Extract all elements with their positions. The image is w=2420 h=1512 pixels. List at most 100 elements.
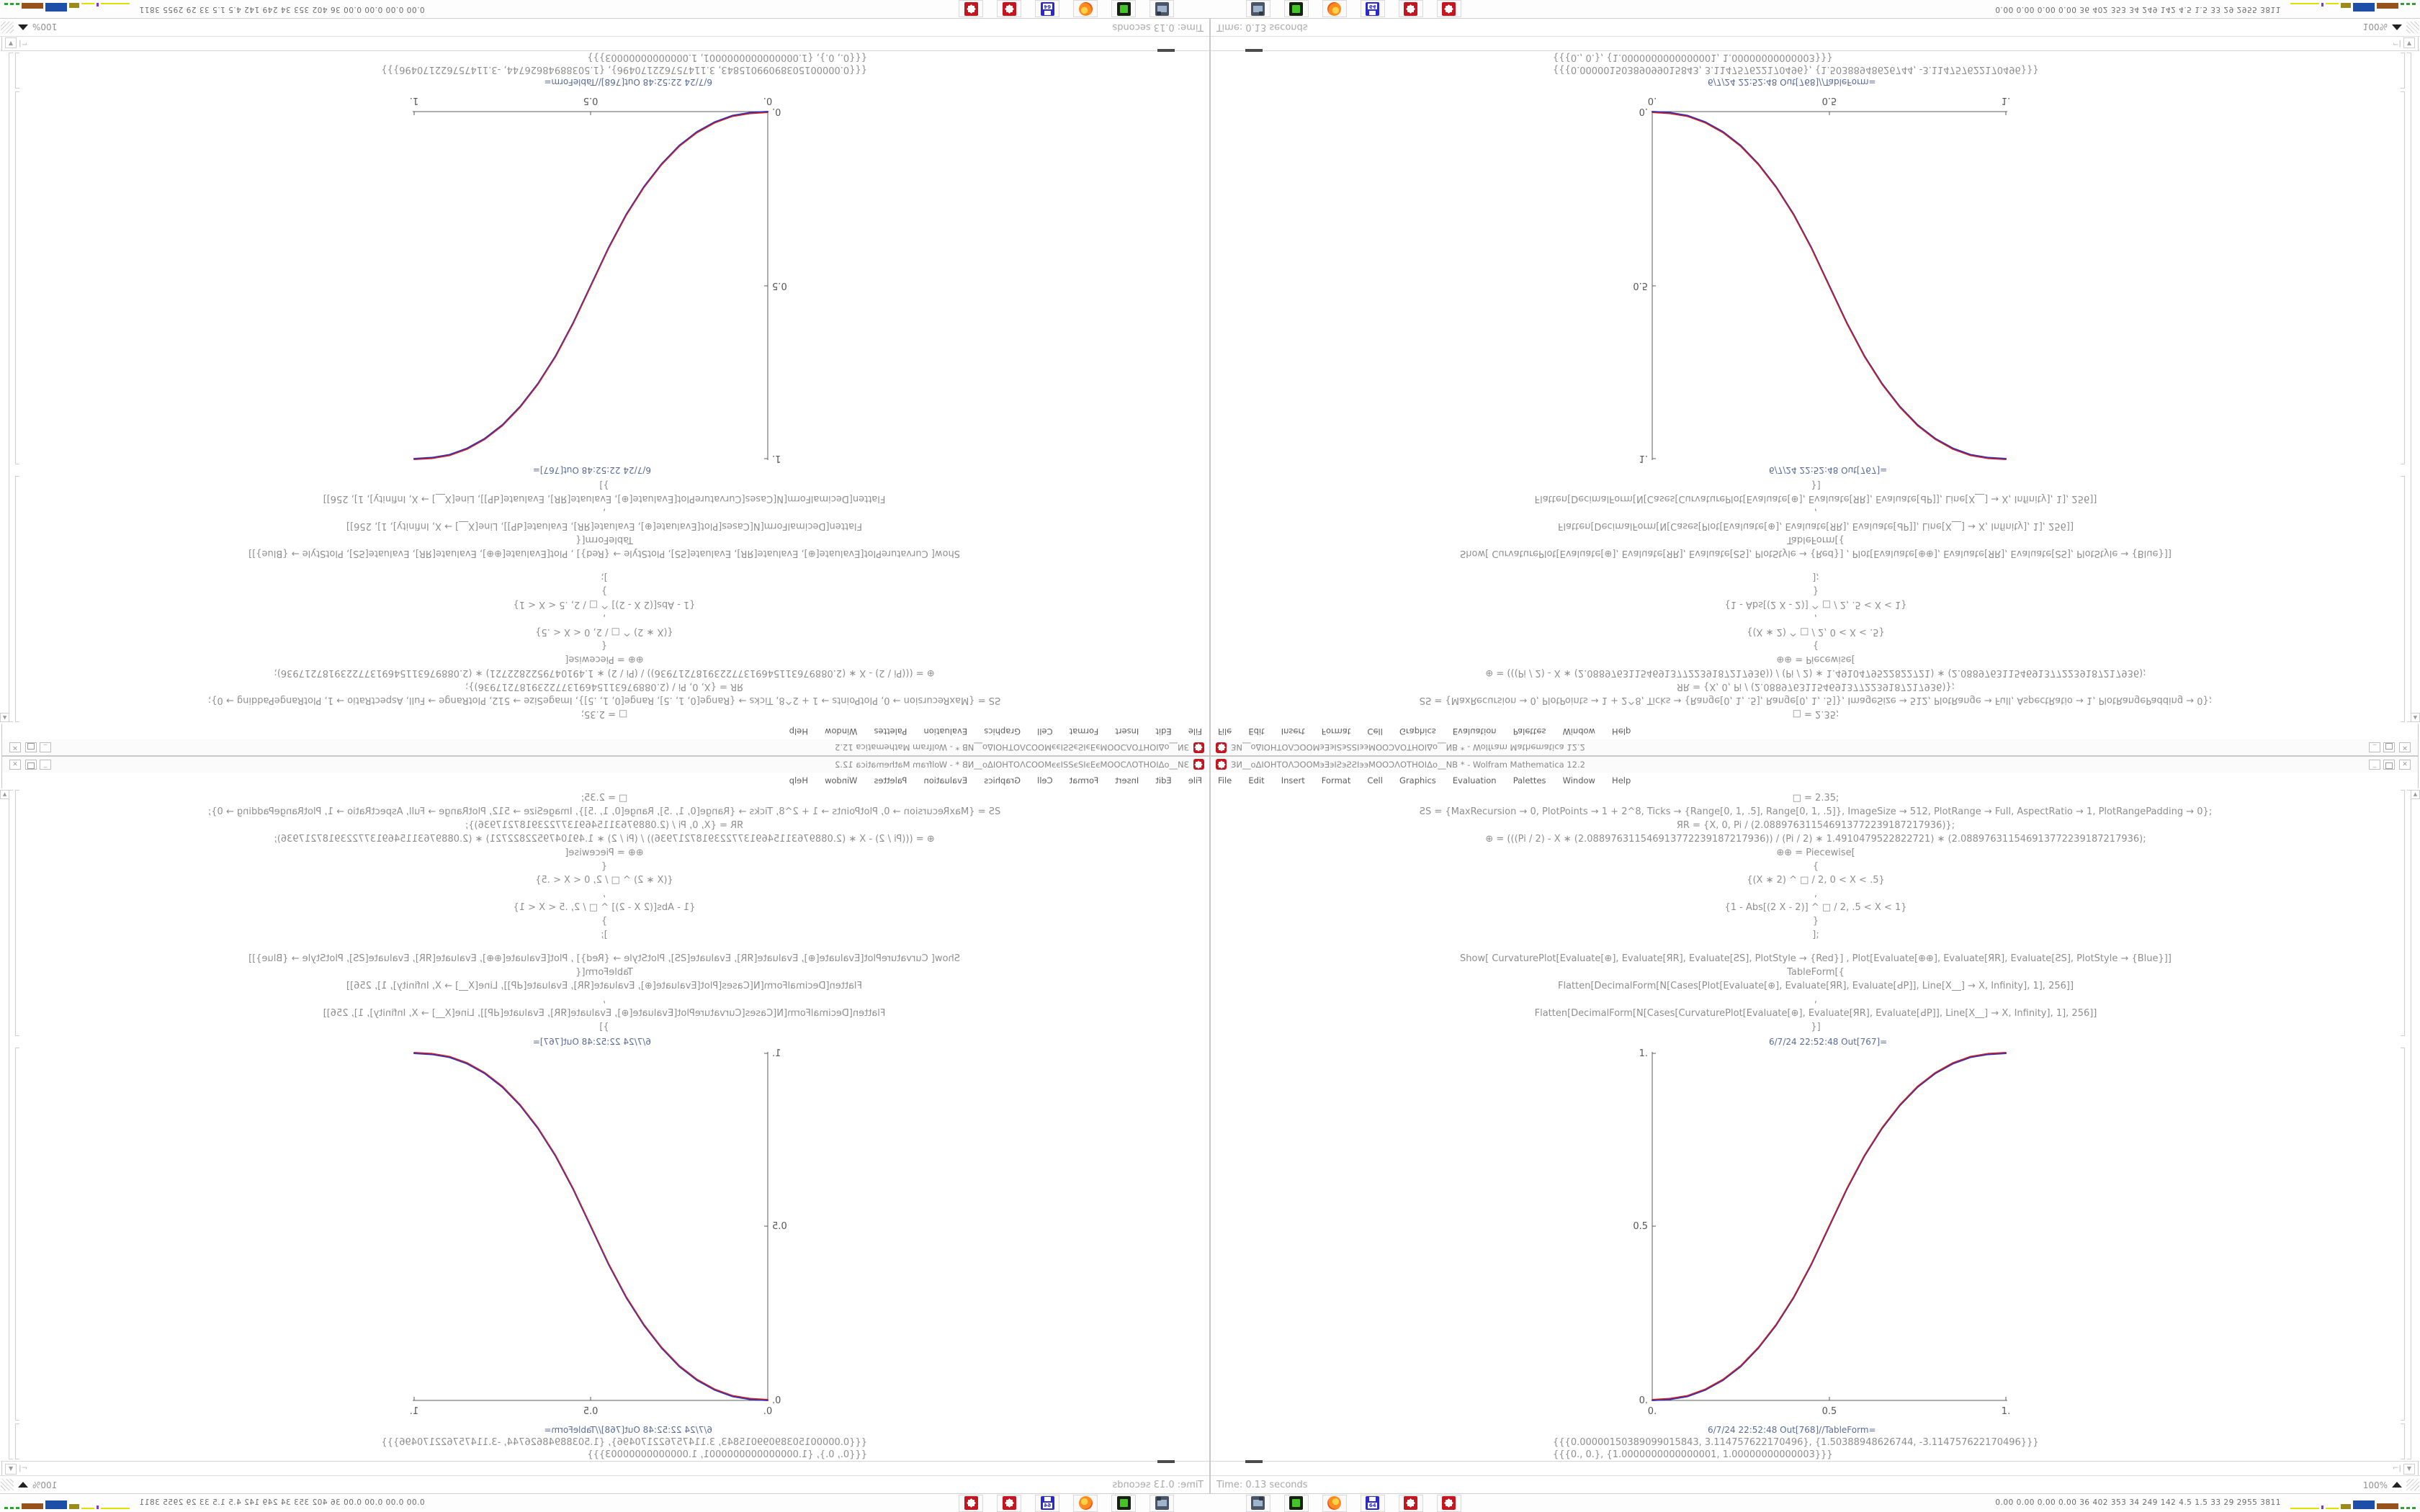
- cell-bracket-input[interactable]: [15, 476, 19, 722]
- disk-64-icon[interactable]: 64: [1361, 0, 1386, 17]
- magnification-popup-icon[interactable]: [18, 1482, 28, 1488]
- window-titlebar[interactable]: ЗИ__oΔΙΟΗΤΟΛƆΟΟΜэƎэΙƧэƧƧΙээΜΟΟƆΛΟΤΗΟΙΔo_…: [2, 739, 1209, 755]
- close-button[interactable]: ✕: [2399, 760, 2411, 770]
- menu-help[interactable]: Help: [789, 775, 808, 786]
- cell-bracket-group[interactable]: [9, 53, 13, 722]
- system-monitor-graph[interactable]: [2290, 1496, 2416, 1509]
- cell-bracket-group[interactable]: [2407, 53, 2411, 722]
- magnification-popup-icon[interactable]: [2392, 1482, 2402, 1488]
- menu-help[interactable]: Help: [789, 726, 808, 737]
- menu-evaluation[interactable]: Evaluation: [1452, 775, 1497, 786]
- input-cell[interactable]: □ = 2.35; ƧS = {MaxRecursion → 0, PlotPo…: [21, 478, 1188, 721]
- mathematica-icon[interactable]: [958, 1495, 983, 1512]
- menu-window[interactable]: Window: [825, 775, 858, 786]
- mathematica-icon[interactable]: [958, 0, 983, 17]
- menu-edit[interactable]: Edit: [1248, 775, 1265, 786]
- disk-64-icon[interactable]: 64: [1034, 0, 1059, 17]
- magnification-popup-icon[interactable]: [18, 24, 28, 30]
- scrollbar-corner-controls[interactable]: ⌐| ▼: [2393, 1464, 2415, 1475]
- resize-grip[interactable]: [1, 22, 14, 33]
- input-cell[interactable]: □ = 2.35; ƧS = {MaxRecursion → 0, PlotPo…: [1232, 478, 2399, 721]
- menu-graphics[interactable]: Graphics: [1399, 775, 1436, 786]
- firefox-icon[interactable]: [1072, 1495, 1098, 1512]
- minimize-button[interactable]: _: [2369, 742, 2380, 752]
- magnification-value[interactable]: 100%: [2362, 1480, 2388, 1490]
- close-button[interactable]: ✕: [9, 742, 21, 752]
- menu-palettes[interactable]: Palettes: [1512, 726, 1546, 737]
- mathematica-icon[interactable]: [1399, 0, 1424, 17]
- window-titlebar[interactable]: ЗИ__oΔΙΟΗΤΟΛƆΟΟΜэƎэΙƧэƧƧΙээΜΟΟƆΛΟΤΗΟΙΔo_…: [1211, 739, 2418, 755]
- menu-format[interactable]: Format: [1069, 775, 1099, 786]
- mathematica-icon[interactable]: [1437, 1495, 1462, 1512]
- cell-bracket-plot[interactable]: [15, 1048, 19, 1421]
- menu-file[interactable]: File: [1218, 726, 1232, 737]
- disk-64-icon[interactable]: 64: [1361, 1495, 1386, 1512]
- cell-bracket-plot[interactable]: [15, 91, 19, 464]
- mathematica-icon[interactable]: [1399, 1495, 1424, 1512]
- magnification-value[interactable]: 100%: [2362, 22, 2388, 32]
- maximize-button[interactable]: [25, 742, 37, 752]
- horizontal-scrollbar[interactable]: ⌐| ▼: [1211, 36, 2419, 52]
- magnification-value[interactable]: 100%: [32, 1480, 58, 1490]
- scroll-up-arrow[interactable]: ▲: [0, 790, 9, 799]
- scrollbar-thumb[interactable]: [1245, 1460, 1263, 1463]
- scrollbar-corner-controls[interactable]: ⌐| ▼: [5, 37, 27, 48]
- scroll-up-arrow[interactable]: ▲: [2411, 713, 2420, 722]
- close-button[interactable]: ✕: [9, 760, 21, 770]
- menu-insert[interactable]: Insert: [1281, 775, 1305, 786]
- menu-help[interactable]: Help: [1612, 726, 1631, 737]
- menu-window[interactable]: Window: [1562, 726, 1595, 737]
- horizontal-scrollbar[interactable]: ⌐| ▼: [1, 36, 1209, 52]
- firefox-icon[interactable]: [1322, 0, 1348, 17]
- menu-graphics[interactable]: Graphics: [1399, 726, 1436, 737]
- menu-window[interactable]: Window: [825, 726, 858, 737]
- scrollbar-thumb[interactable]: [1245, 49, 1263, 52]
- screenshot-tool-icon[interactable]: [1246, 0, 1270, 17]
- menu-cell[interactable]: Cell: [1367, 775, 1383, 786]
- magnification-popup-icon[interactable]: [2392, 24, 2402, 30]
- menu-format[interactable]: Format: [1321, 775, 1351, 786]
- screenshot-tool-icon[interactable]: [1246, 1495, 1270, 1512]
- mathematica-icon[interactable]: [1437, 0, 1462, 17]
- menu-cell[interactable]: Cell: [1367, 726, 1383, 737]
- mathematica-icon[interactable]: [996, 1495, 1021, 1512]
- cell-bracket-group[interactable]: [2407, 790, 2411, 1459]
- menu-file[interactable]: File: [1188, 775, 1202, 786]
- menu-window[interactable]: Window: [1562, 775, 1595, 786]
- cell-bracket-input[interactable]: [15, 790, 19, 1036]
- scrollbar-corner-controls[interactable]: ⌐| ▼: [2393, 37, 2415, 48]
- horizontal-scrollbar[interactable]: ⌐| ▼: [1211, 1460, 2419, 1476]
- menu-evaluation[interactable]: Evaluation: [923, 775, 968, 786]
- menu-edit[interactable]: Edit: [1155, 726, 1172, 737]
- minimize-button[interactable]: _: [40, 760, 51, 770]
- screenshot-tool-icon[interactable]: [1150, 1495, 1174, 1512]
- menu-graphics[interactable]: Graphics: [984, 775, 1021, 786]
- screenshot-tool-icon[interactable]: [1150, 0, 1174, 17]
- resize-grip[interactable]: [1, 1479, 14, 1490]
- menu-graphics[interactable]: Graphics: [984, 726, 1021, 737]
- minimize-button[interactable]: _: [40, 742, 51, 752]
- window-titlebar[interactable]: ЗИ__oΔΙΟΗΤΟΛƆΟΟΜэƎэΙƧэƧƧΙээΜΟΟƆΛΟΤΗΟΙΔo_…: [1211, 757, 2418, 773]
- menu-help[interactable]: Help: [1612, 775, 1631, 786]
- menu-palettes[interactable]: Palettes: [1512, 775, 1546, 786]
- menu-palettes[interactable]: Palettes: [874, 775, 908, 786]
- cell-bracket-input[interactable]: [2401, 790, 2405, 1036]
- menu-palettes[interactable]: Palettes: [874, 726, 908, 737]
- mathematica-icon[interactable]: [996, 0, 1021, 17]
- cell-bracket-table[interactable]: [2401, 1423, 2405, 1459]
- chevron-down-icon[interactable]: ▼: [5, 37, 17, 48]
- cell-bracket-plot[interactable]: [2401, 1048, 2405, 1421]
- menu-cell[interactable]: Cell: [1037, 775, 1053, 786]
- menu-insert[interactable]: Insert: [1281, 726, 1305, 737]
- scroll-up-arrow[interactable]: ▲: [2411, 790, 2420, 799]
- menu-format[interactable]: Format: [1069, 726, 1099, 737]
- firefox-icon[interactable]: [1072, 0, 1098, 17]
- menu-format[interactable]: Format: [1321, 726, 1351, 737]
- input-cell[interactable]: □ = 2.35; ƧS = {MaxRecursion → 0, PlotPo…: [21, 791, 1188, 1034]
- maximize-button[interactable]: [2383, 742, 2395, 752]
- menu-insert[interactable]: Insert: [1115, 775, 1139, 786]
- cell-bracket-table[interactable]: [15, 1423, 19, 1459]
- cell-bracket-table[interactable]: [15, 53, 19, 89]
- system-monitor-graph[interactable]: [2290, 3, 2416, 17]
- input-cell[interactable]: □ = 2.35; ƧS = {MaxRecursion → 0, PlotPo…: [1232, 791, 2399, 1034]
